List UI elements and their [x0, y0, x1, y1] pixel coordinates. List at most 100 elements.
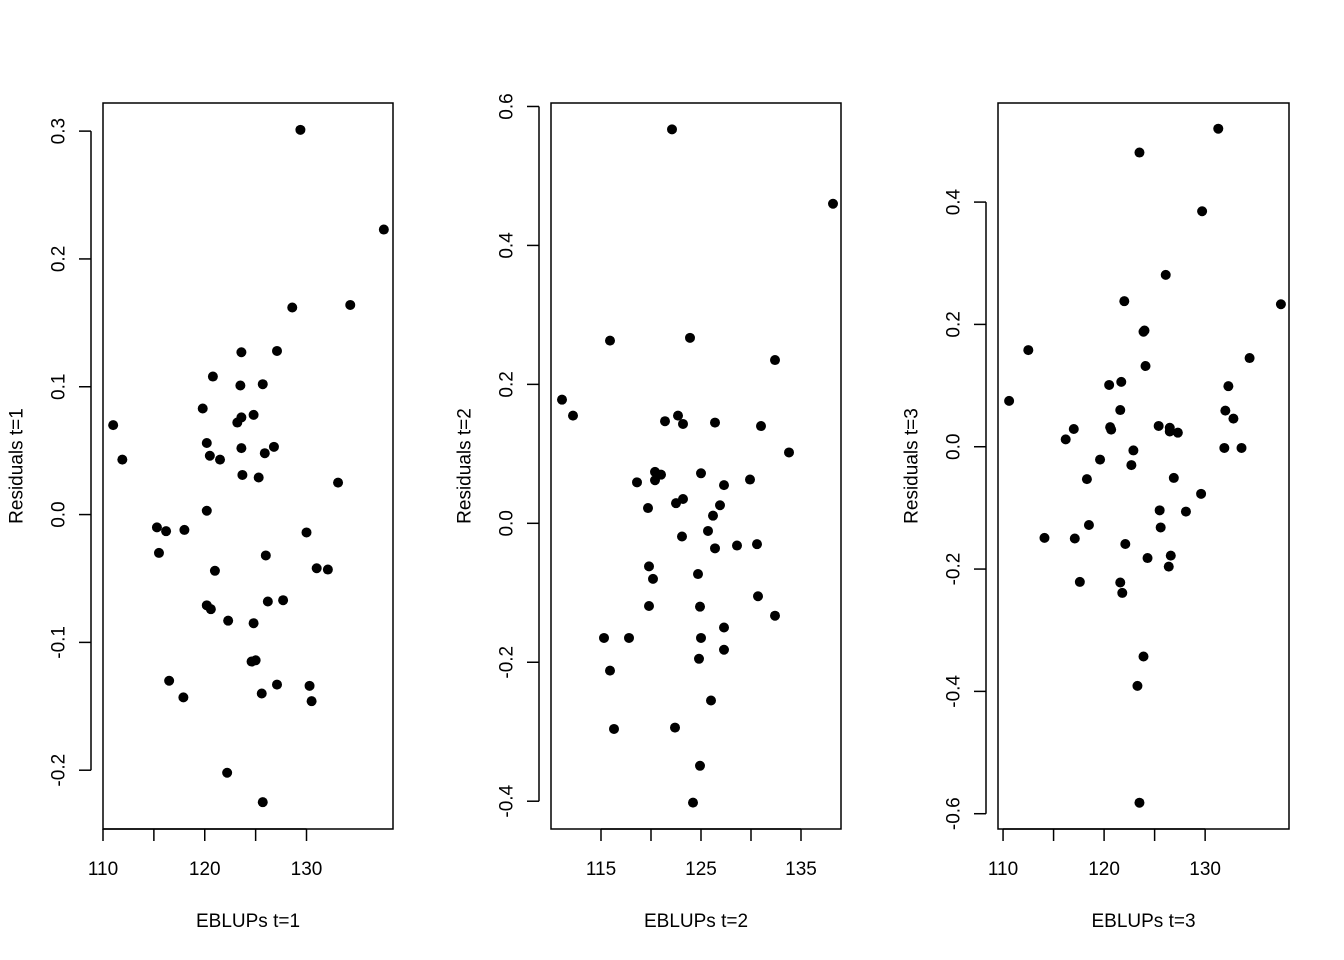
- data-point: [345, 299, 356, 310]
- x-axis-title: EBLUPs t=1: [196, 911, 300, 932]
- data-point: [688, 797, 698, 808]
- data-point: [1023, 345, 1034, 356]
- y-tick-label: 0.3: [49, 118, 70, 144]
- y-tick-label: 0.1: [49, 374, 70, 400]
- x-tick-label: 110: [988, 859, 1018, 880]
- x-tick-label: 125: [685, 859, 717, 880]
- data-point: [153, 547, 164, 558]
- data-point: [117, 454, 128, 465]
- x-tick-label: 110: [88, 859, 118, 880]
- data-point: [1115, 405, 1126, 416]
- data-point: [1116, 376, 1127, 387]
- x-tick-label: 130: [1189, 859, 1221, 880]
- data-point: [696, 468, 706, 479]
- plot-frame: [997, 102, 1290, 830]
- data-point: [248, 618, 259, 629]
- data-point: [1228, 413, 1239, 424]
- data-point: [1126, 460, 1137, 471]
- data-point: [236, 347, 247, 358]
- data-point: [719, 622, 729, 633]
- x-axis-title: EBLUPs t=3: [1091, 911, 1195, 932]
- data-point: [278, 595, 289, 606]
- data-point: [710, 417, 720, 428]
- data-point: [272, 679, 282, 690]
- data-point: [259, 448, 270, 459]
- y-axis-title: Residuals t=2: [455, 408, 476, 524]
- data-point: [678, 418, 688, 429]
- scatter-panel-2: 115 125 135 -0.4 -0.2 0.0 0.2 0.4 0.6 EBLUPs t=2 R…: [455, 93, 842, 932]
- data-point: [248, 409, 259, 420]
- data-point: [667, 124, 677, 135]
- data-point: [1168, 472, 1179, 483]
- y-tick-label: 0.2: [944, 311, 965, 337]
- data-point: [1244, 353, 1255, 364]
- data-point: [695, 760, 705, 771]
- y-tick-label: -0.4: [944, 675, 965, 708]
- data-point: [272, 345, 282, 356]
- data-point: [287, 302, 298, 313]
- data-point: [1074, 576, 1085, 587]
- data-point: [644, 561, 654, 572]
- y-tick-label: -0.2: [49, 754, 70, 787]
- y-tick-label: 0.2: [49, 246, 70, 272]
- data-point: [1119, 296, 1130, 307]
- data-point: [670, 722, 680, 733]
- data-point: [201, 505, 212, 516]
- data-point: [1120, 538, 1131, 549]
- data-point: [568, 410, 578, 421]
- data-point: [161, 526, 172, 537]
- data-point: [784, 447, 794, 458]
- data-point: [650, 475, 660, 486]
- data-point: [268, 441, 279, 452]
- y-tick-label: 0.4: [497, 232, 518, 259]
- y-tick-label: -0.4: [497, 784, 518, 817]
- data-point: [1180, 506, 1191, 517]
- data-point: [322, 564, 333, 575]
- data-point: [1104, 379, 1115, 390]
- data-point: [256, 688, 267, 699]
- data-point: [223, 615, 234, 626]
- data-point: [222, 767, 233, 778]
- data-point: [1083, 520, 1094, 531]
- x-tick-label: 130: [291, 859, 323, 880]
- data-point: [178, 692, 189, 703]
- data-point: [605, 335, 615, 346]
- data-point: [1196, 488, 1207, 499]
- data-point: [732, 540, 742, 551]
- data-point: [1275, 299, 1286, 310]
- data-point: [1039, 532, 1050, 543]
- data-point: [694, 653, 704, 664]
- y-tick-label: 0.0: [49, 501, 70, 527]
- x-tick-label: 120: [189, 859, 221, 880]
- y-tick-label: -0.1: [49, 626, 70, 659]
- data-point: [215, 454, 226, 465]
- data-point: [1163, 561, 1174, 572]
- data-point: [235, 380, 246, 391]
- data-point: [685, 332, 695, 343]
- data-point: [201, 437, 212, 448]
- data-point: [1081, 474, 1092, 485]
- data-point: [253, 472, 264, 483]
- data-point: [673, 410, 683, 421]
- data-point: [236, 443, 247, 454]
- data-point: [108, 420, 119, 431]
- data-point: [1132, 680, 1143, 691]
- data-point: [1138, 651, 1149, 662]
- y-tick-label: -0.2: [944, 553, 965, 586]
- x-tick-label: 115: [586, 859, 616, 880]
- data-point: [609, 723, 619, 734]
- y-axis-title: Residuals t=3: [902, 408, 923, 524]
- data-point: [164, 675, 175, 686]
- data-point: [643, 503, 653, 514]
- data-point: [1197, 206, 1208, 217]
- data-point: [719, 480, 729, 491]
- data-point: [301, 527, 312, 538]
- data-point: [179, 524, 190, 535]
- data-point: [311, 563, 322, 574]
- data-point: [693, 569, 703, 580]
- data-point: [304, 680, 315, 691]
- data-point: [706, 695, 716, 706]
- data-point: [1069, 533, 1080, 544]
- data-point: [205, 604, 216, 615]
- data-point: [257, 379, 268, 390]
